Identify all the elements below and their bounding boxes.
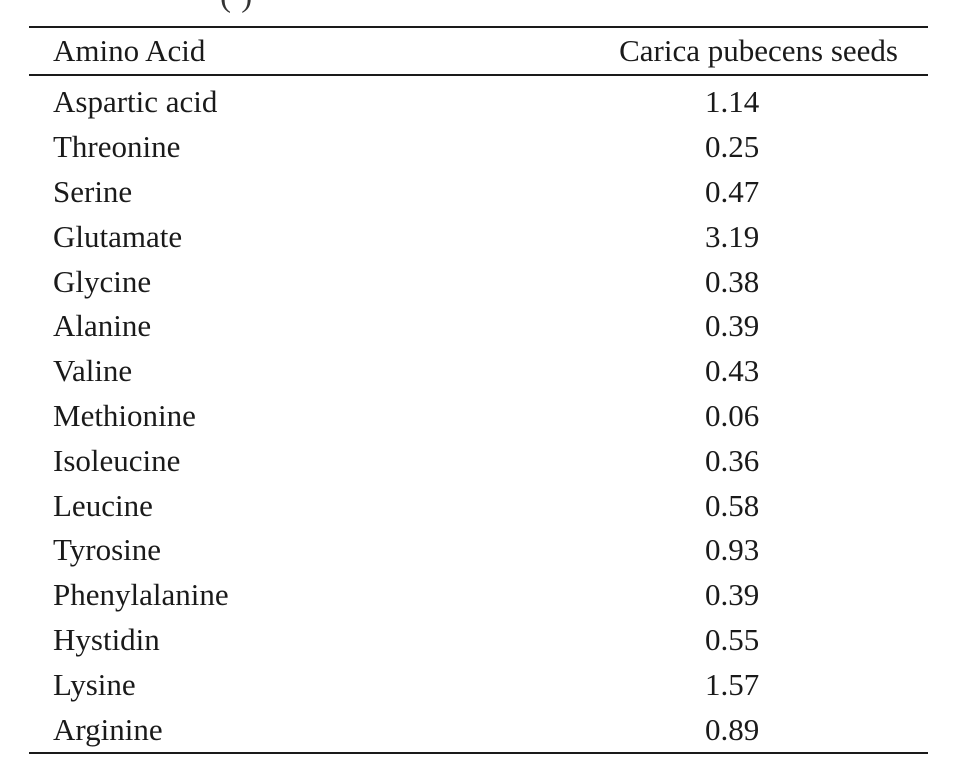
table-row: Isoleucine 0.36 <box>29 438 928 483</box>
table-row: Glutamate 3.19 <box>29 214 928 259</box>
table-row: Leucine 0.58 <box>29 483 928 528</box>
amino-acid-name: Glutamate <box>53 218 183 254</box>
amino-acid-name: Alanine <box>53 308 152 344</box>
amino-acid-name: Lysine <box>53 666 136 702</box>
table-row: Threonine 0.25 <box>29 125 928 170</box>
table-row: Arginine 0.89 <box>29 707 928 754</box>
amino-acid-value: 1.14 <box>705 84 760 120</box>
table-row: Valine 0.43 <box>29 349 928 394</box>
top-rule <box>29 26 928 28</box>
header-carica-pubecens-seeds: Carica pubecens seeds <box>499 28 928 76</box>
table-caption-fragment: ( ) <box>220 0 253 15</box>
amino-acid-name: Isoleucine <box>53 442 181 478</box>
amino-acid-value: 0.89 <box>499 707 928 754</box>
table-row: Lysine 1.57 <box>29 662 928 707</box>
amino-acid-name: Methionine <box>53 397 196 433</box>
amino-acid-value: 1.57 <box>705 666 760 702</box>
table-row: Serine 0.47 <box>29 170 928 215</box>
amino-acid-value: 0.58 <box>705 487 760 523</box>
amino-acid-value: 0.36 <box>705 442 760 478</box>
table-body: Aspartic acid 1.14 Threonine 0.25 Serine… <box>29 75 928 754</box>
amino-acid-value: 0.06 <box>705 397 760 433</box>
table-row: Phenylalanine 0.39 <box>29 573 928 618</box>
amino-acid-name: Valine <box>53 353 133 389</box>
amino-acid-name: Tyrosine <box>53 532 162 568</box>
amino-acid-name: Serine <box>53 173 133 209</box>
table-row: Methionine 0.06 <box>29 394 928 439</box>
amino-acid-name: Aspartic acid <box>53 84 218 120</box>
amino-acid-name: Leucine <box>53 487 153 523</box>
amino-acid-value: 0.55 <box>705 621 760 657</box>
amino-acid-table: Amino Acid Carica pubecens seeds Asparti… <box>29 28 928 754</box>
amino-acid-value: 0.39 <box>705 577 760 613</box>
amino-acid-value: 0.93 <box>705 532 760 568</box>
amino-acid-value: 0.43 <box>705 353 760 389</box>
header-amino-acid: Amino Acid <box>29 28 499 76</box>
header-row: Amino Acid Carica pubecens seeds <box>29 28 928 76</box>
table-row: Glycine 0.38 <box>29 259 928 304</box>
table-header: Amino Acid Carica pubecens seeds <box>29 28 928 76</box>
table-row: Alanine 0.39 <box>29 304 928 349</box>
amino-acid-name: Threonine <box>53 129 181 165</box>
amino-acid-value: 0.25 <box>705 129 760 165</box>
amino-acid-name: Glycine <box>53 263 152 299</box>
amino-acid-value: 3.19 <box>705 218 760 254</box>
amino-acid-name: Arginine <box>29 707 499 754</box>
amino-acid-name: Hystidin <box>53 621 160 657</box>
amino-acid-value: 0.38 <box>705 263 760 299</box>
amino-acid-value: 0.39 <box>705 308 760 344</box>
table-row: Hystidin 0.55 <box>29 618 928 663</box>
table-row: Tyrosine 0.93 <box>29 528 928 573</box>
amino-acid-name: Phenylalanine <box>53 577 229 613</box>
amino-acid-value: 0.47 <box>705 173 760 209</box>
table-row: Aspartic acid 1.14 <box>29 75 928 125</box>
amino-acid-table-container: Amino Acid Carica pubecens seeds Asparti… <box>29 26 928 754</box>
